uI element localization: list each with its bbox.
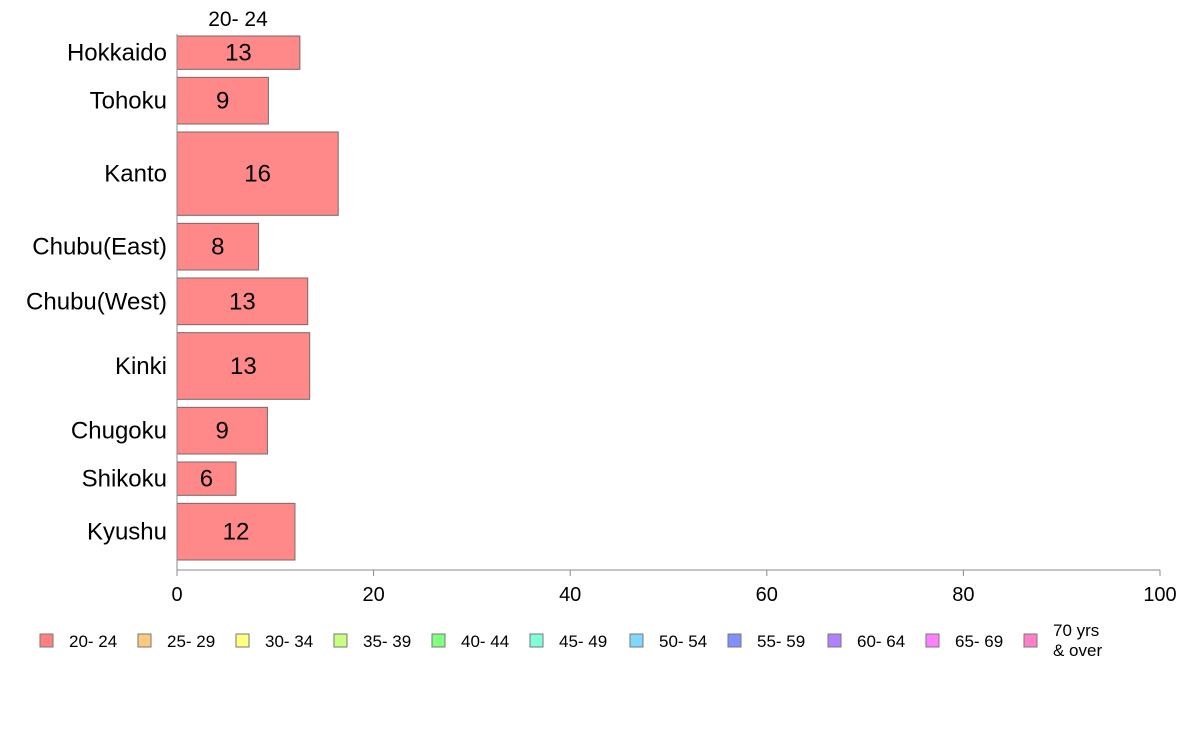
legend-swatch: [431, 633, 446, 648]
x-axis: 0 20 40 60 80 100: [171, 34, 1177, 606]
x-tick-label: 0: [171, 584, 182, 606]
bar-chubu-east: [176, 222, 260, 271]
value-label: 8: [211, 234, 224, 261]
legend-swatch: [827, 633, 842, 648]
legend-swatch: [925, 633, 940, 648]
category-label: Chugoku: [71, 418, 167, 445]
value-label: 9: [216, 418, 229, 445]
legend-label: 35- 39: [363, 632, 411, 651]
x-tick-label: 80: [952, 584, 974, 606]
legend-label: 55- 59: [757, 632, 805, 651]
value-label: 12: [223, 519, 250, 546]
bar-tohoku: [176, 76, 269, 125]
legend-swatch: [529, 633, 544, 648]
bar-chugoku: [176, 406, 268, 455]
category-label: Hokkaido: [67, 40, 167, 67]
legend-label: 70 yrs & over: [1053, 621, 1102, 660]
legend-label: 65- 69: [955, 632, 1003, 651]
value-label: 16: [244, 161, 271, 188]
category-label: Kyushu: [87, 519, 167, 546]
bar-chubu-west: [176, 277, 309, 326]
value-label: 9: [216, 88, 229, 115]
legend-swatch: [727, 633, 742, 648]
legend-swatch: [39, 633, 54, 648]
legend-label: 60- 64: [857, 632, 905, 651]
value-label: 13: [229, 288, 256, 315]
value-label: 6: [200, 466, 213, 493]
legend-label: 45- 49: [559, 632, 607, 651]
legend-label: 25- 29: [167, 632, 215, 651]
category-label: Shikoku: [82, 466, 167, 493]
x-tick-label: 40: [559, 584, 581, 606]
legend-swatch: [235, 633, 250, 648]
legend-label: 50- 54: [659, 632, 707, 651]
value-label: 13: [230, 353, 257, 380]
column-header: 20- 24: [208, 8, 268, 31]
category-label: Tohoku: [90, 88, 167, 115]
x-tick-label: 20: [362, 584, 384, 606]
value-label: 13: [225, 40, 252, 67]
legend-swatch: [137, 633, 152, 648]
legend-swatch: [629, 633, 644, 648]
legend-swatch: [333, 633, 348, 648]
legend-label: 40- 44: [461, 632, 509, 651]
bar-hokkaido: [176, 35, 301, 70]
legend-swatch: [1023, 633, 1038, 648]
category-label: Kanto: [104, 161, 167, 188]
legend: 20- 24 25- 29 30- 34 35- 39 40- 44 45- 49 50- …: [39, 621, 1102, 660]
category-label: Chubu(West): [26, 288, 167, 315]
category-label: Kinki: [115, 353, 167, 380]
category-label: Chubu(East): [32, 234, 167, 261]
bars: Hokkaido 13 Tohoku 9 Kanto 16 Chubu(East) 8 Chub…: [26, 35, 339, 561]
bar-kanto: [176, 131, 339, 216]
x-tick-label: 60: [756, 584, 778, 606]
legend-label: 20- 24: [69, 632, 117, 651]
bar-kinki: [176, 332, 311, 400]
x-tick-label: 100: [1143, 584, 1176, 606]
legend-label: 30- 34: [265, 632, 313, 651]
